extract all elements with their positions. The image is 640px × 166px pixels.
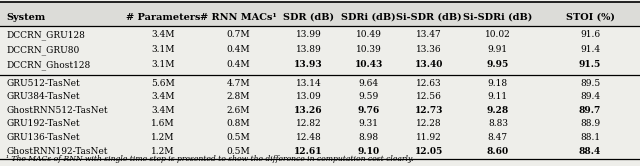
Text: 0.8M: 0.8M xyxy=(227,119,250,128)
Text: GRU512-TasNet: GRU512-TasNet xyxy=(6,79,80,87)
Text: 8.47: 8.47 xyxy=(488,133,508,142)
Text: 13.40: 13.40 xyxy=(415,60,443,69)
Text: 9.59: 9.59 xyxy=(358,92,379,101)
Text: 10.49: 10.49 xyxy=(356,30,381,39)
Text: DCCRN_GRU128: DCCRN_GRU128 xyxy=(6,30,85,40)
Text: 13.09: 13.09 xyxy=(296,92,321,101)
Text: # RNN MACs¹: # RNN MACs¹ xyxy=(200,13,276,22)
Text: SDRi (dB): SDRi (dB) xyxy=(341,13,396,22)
Text: 12.61: 12.61 xyxy=(294,147,323,156)
Text: 9.28: 9.28 xyxy=(487,106,509,115)
Text: 0.7M: 0.7M xyxy=(227,30,250,39)
Text: # Parameters: # Parameters xyxy=(126,13,200,22)
Text: 0.4M: 0.4M xyxy=(227,60,250,69)
Text: 13.89: 13.89 xyxy=(296,45,321,54)
Text: 88.9: 88.9 xyxy=(580,119,600,128)
Text: ¹ The MACs of RNN with single time step is presented to show the difference in c: ¹ The MACs of RNN with single time step … xyxy=(6,155,414,163)
Text: 89.4: 89.4 xyxy=(580,92,600,101)
Text: 10.39: 10.39 xyxy=(356,45,381,54)
Text: 4.7M: 4.7M xyxy=(227,79,250,87)
Text: SDR (dB): SDR (dB) xyxy=(283,13,334,22)
Text: 89.5: 89.5 xyxy=(580,79,600,87)
Text: DCCRN_Ghost128: DCCRN_Ghost128 xyxy=(6,60,91,70)
Text: GhostRNN192-TasNet: GhostRNN192-TasNet xyxy=(6,147,108,156)
Text: 3.4M: 3.4M xyxy=(152,92,175,101)
Text: 13.26: 13.26 xyxy=(294,106,323,115)
Text: 91.6: 91.6 xyxy=(580,30,600,39)
Text: 89.7: 89.7 xyxy=(579,106,601,115)
Text: GhostRNN512-TasNet: GhostRNN512-TasNet xyxy=(6,106,108,115)
Text: Si-SDR (dB): Si-SDR (dB) xyxy=(396,13,461,22)
Text: 1.6M: 1.6M xyxy=(152,119,175,128)
Text: 13.14: 13.14 xyxy=(296,79,321,87)
Text: Si-SDRi (dB): Si-SDRi (dB) xyxy=(463,13,532,22)
Text: 3.4M: 3.4M xyxy=(152,106,175,115)
Text: 0.5M: 0.5M xyxy=(226,133,250,142)
Text: 9.76: 9.76 xyxy=(358,106,380,115)
Text: 12.56: 12.56 xyxy=(416,92,442,101)
Text: 13.99: 13.99 xyxy=(296,30,321,39)
Text: 1.2M: 1.2M xyxy=(152,147,175,156)
Text: System: System xyxy=(6,13,45,22)
Text: 3.1M: 3.1M xyxy=(152,45,175,54)
Text: 13.93: 13.93 xyxy=(294,60,323,69)
Text: 3.1M: 3.1M xyxy=(152,60,175,69)
Text: STOI (%): STOI (%) xyxy=(566,13,614,22)
Text: 9.18: 9.18 xyxy=(488,79,508,87)
Text: 13.47: 13.47 xyxy=(416,30,442,39)
Text: 10.02: 10.02 xyxy=(485,30,511,39)
Text: 10.43: 10.43 xyxy=(355,60,383,69)
Text: 2.6M: 2.6M xyxy=(227,106,250,115)
Text: 88.1: 88.1 xyxy=(580,133,600,142)
Text: 12.82: 12.82 xyxy=(296,119,321,128)
Text: 9.91: 9.91 xyxy=(488,45,508,54)
Text: 0.5M: 0.5M xyxy=(226,147,250,156)
Text: 12.48: 12.48 xyxy=(296,133,321,142)
Text: 88.4: 88.4 xyxy=(579,147,601,156)
Bar xyxy=(0,2,640,26)
Text: 9.11: 9.11 xyxy=(488,92,508,101)
Text: 3.4M: 3.4M xyxy=(152,30,175,39)
Text: 9.10: 9.10 xyxy=(358,147,380,156)
Text: 11.92: 11.92 xyxy=(416,133,442,142)
Text: 12.05: 12.05 xyxy=(415,147,443,156)
Text: DCCRN_GRU80: DCCRN_GRU80 xyxy=(6,45,79,55)
Text: 2.8M: 2.8M xyxy=(227,92,250,101)
Text: 0.4M: 0.4M xyxy=(227,45,250,54)
Text: 12.63: 12.63 xyxy=(416,79,442,87)
Text: 12.28: 12.28 xyxy=(416,119,442,128)
Text: 91.5: 91.5 xyxy=(579,60,601,69)
Text: 8.98: 8.98 xyxy=(358,133,379,142)
Text: 9.31: 9.31 xyxy=(358,119,379,128)
Text: 13.36: 13.36 xyxy=(416,45,442,54)
Text: 9.95: 9.95 xyxy=(487,60,509,69)
Text: 9.64: 9.64 xyxy=(358,79,379,87)
Text: GRU384-TasNet: GRU384-TasNet xyxy=(6,92,80,101)
Text: GRU192-TasNet: GRU192-TasNet xyxy=(6,119,80,128)
Text: GRU136-TasNet: GRU136-TasNet xyxy=(6,133,80,142)
Text: 12.73: 12.73 xyxy=(415,106,443,115)
Text: 1.2M: 1.2M xyxy=(152,133,175,142)
Text: 5.6M: 5.6M xyxy=(151,79,175,87)
Text: 8.60: 8.60 xyxy=(487,147,509,156)
Text: 8.83: 8.83 xyxy=(488,119,508,128)
Text: 91.4: 91.4 xyxy=(580,45,600,54)
